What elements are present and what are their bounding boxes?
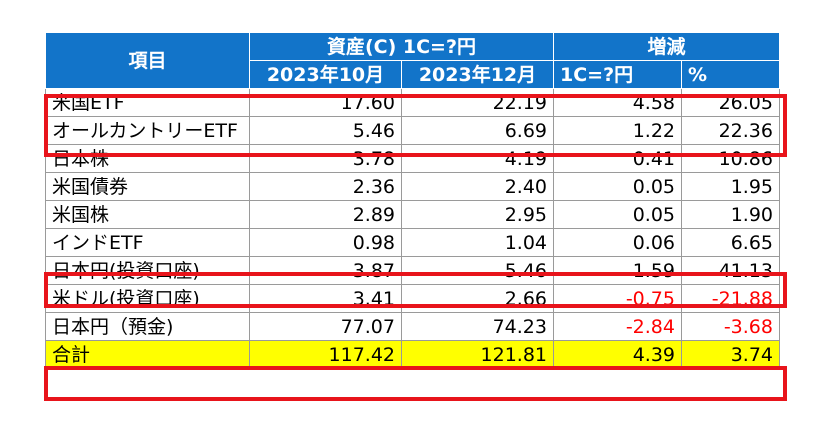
- row-diff: 4.58: [553, 88, 682, 117]
- total-pct: 3.74: [681, 340, 780, 369]
- table-row: 日本円（預金) 77.07 74.23 -2.84 -3.68: [45, 312, 780, 341]
- header-item: 項目: [45, 32, 250, 89]
- total-diff: 4.39: [553, 340, 682, 369]
- highlight-box-total-row: [44, 366, 787, 401]
- row-label: 米国債券: [45, 172, 250, 201]
- row-label: インドETF: [45, 228, 250, 257]
- row-dec: 2.95: [401, 200, 554, 229]
- row-diff: 0.05: [553, 200, 682, 229]
- row-oct: 5.46: [249, 116, 402, 145]
- row-diff: 1.22: [553, 116, 682, 145]
- total-oct: 117.42: [249, 340, 402, 369]
- row-dec: 2.40: [401, 172, 554, 201]
- row-label: 米国ETF: [45, 88, 250, 117]
- table-row: インドETF 0.98 1.04 0.06 6.65: [45, 228, 780, 257]
- row-dec: 6.69: [401, 116, 554, 145]
- total-dec: 121.81: [401, 340, 554, 369]
- row-dec: 74.23: [401, 312, 554, 341]
- row-pct: -21.88: [681, 284, 780, 313]
- row-pct: 22.36: [681, 116, 780, 145]
- row-label: 日本円（預金): [45, 312, 250, 341]
- row-dec: 4.19: [401, 144, 554, 173]
- table-row: 日本円(投資口座) 3.87 5.46 1.59 41.13: [45, 256, 780, 285]
- table-row: 日本株 3.78 4.19 0.41 10.86: [45, 144, 780, 173]
- row-oct: 2.36: [249, 172, 402, 201]
- row-dec: 5.46: [401, 256, 554, 285]
- row-pct: -3.68: [681, 312, 780, 341]
- row-dec: 22.19: [401, 88, 554, 117]
- row-pct: 1.90: [681, 200, 780, 229]
- row-diff: 1.59: [553, 256, 682, 285]
- header-dec: 2023年12月: [401, 60, 554, 89]
- row-label: 日本株: [45, 144, 250, 173]
- header-pct: %: [681, 60, 780, 89]
- row-oct: 2.89: [249, 200, 402, 229]
- table-row: 米ドル(投資口座) 3.41 2.66 -0.75 -21.88: [45, 284, 780, 313]
- total-label: 合計: [45, 340, 250, 369]
- row-pct: 6.65: [681, 228, 780, 257]
- header-assets-group: 資産(C) 1C=?円: [249, 32, 554, 61]
- asset-change-table: 項目 資産(C) 1C=?円 増減 2023年10月 2023年12月 1C=?…: [45, 32, 780, 369]
- row-diff: 0.06: [553, 228, 682, 257]
- row-pct: 1.95: [681, 172, 780, 201]
- header-oct: 2023年10月: [249, 60, 402, 89]
- row-dec: 2.66: [401, 284, 554, 313]
- row-label: 米ドル(投資口座): [45, 284, 250, 313]
- row-label: 米国株: [45, 200, 250, 229]
- row-oct: 3.41: [249, 284, 402, 313]
- row-oct: 17.60: [249, 88, 402, 117]
- row-diff: -2.84: [553, 312, 682, 341]
- row-pct: 26.05: [681, 88, 780, 117]
- row-diff: 0.41: [553, 144, 682, 173]
- header-diff: 1C=?円: [553, 60, 682, 89]
- row-label: オールカントリーETF: [45, 116, 250, 145]
- table-row: オールカントリーETF 5.46 6.69 1.22 22.36: [45, 116, 780, 145]
- header-change-group: 増減: [553, 32, 780, 61]
- row-pct: 10.86: [681, 144, 780, 173]
- row-oct: 77.07: [249, 312, 402, 341]
- row-oct: 0.98: [249, 228, 402, 257]
- row-diff: -0.75: [553, 284, 682, 313]
- total-row: 合計 117.42 121.81 4.39 3.74: [45, 340, 780, 369]
- table-row: 米国ETF 17.60 22.19 4.58 26.05: [45, 88, 780, 117]
- row-pct: 41.13: [681, 256, 780, 285]
- row-label: 日本円(投資口座): [45, 256, 250, 285]
- row-dec: 1.04: [401, 228, 554, 257]
- row-oct: 3.87: [249, 256, 402, 285]
- table-row: 米国株 2.89 2.95 0.05 1.90: [45, 200, 780, 229]
- row-diff: 0.05: [553, 172, 682, 201]
- table-row: 米国債券 2.36 2.40 0.05 1.95: [45, 172, 780, 201]
- row-oct: 3.78: [249, 144, 402, 173]
